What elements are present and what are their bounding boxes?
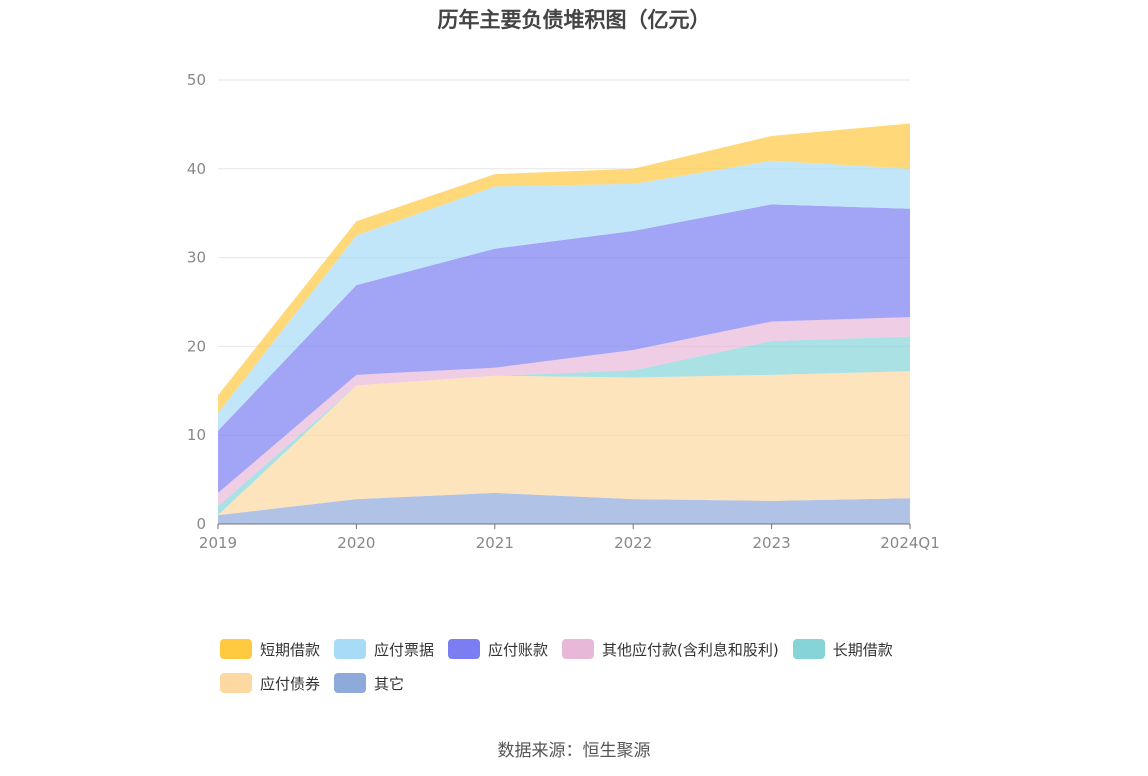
x-tick-label: 2021 [476, 534, 514, 552]
legend-item[interactable]: 其它 [334, 672, 404, 694]
legend-swatch [334, 639, 367, 659]
y-tick-label: 0 [196, 515, 206, 533]
legend-label: 其他应付款(含利息和股利) [602, 640, 779, 659]
legend-item[interactable]: 应付债券 [220, 672, 320, 694]
y-tick-label: 40 [187, 160, 206, 178]
legend-item[interactable]: 长期借款 [792, 638, 893, 660]
legend-label: 应付债券 [260, 674, 321, 693]
legend-label: 应付账款 [488, 640, 549, 659]
y-tick-label: 30 [187, 249, 206, 267]
legend-label: 长期借款 [832, 640, 893, 659]
legend-item[interactable]: 其他应付款(含利息和股利) [562, 638, 779, 660]
stacked-area-chart: 0 10 20 30 40 50 2019 2020 2021 2022 2023 2024Q1 [187, 71, 940, 552]
legend-label: 其它 [374, 674, 405, 693]
chart-legend: 短期借款 应付票据 应付账款 其他应付款(含利息和股利) 长期借款应付债券 其它 [220, 638, 980, 694]
legend-swatch [792, 639, 825, 659]
x-tick-label: 2023 [753, 534, 791, 552]
legend-item[interactable]: 应付账款 [448, 638, 548, 660]
y-tick-label: 50 [187, 71, 206, 89]
area-series-短期借款 [218, 123, 910, 414]
area-series-应付票据 [218, 160, 910, 431]
y-tick-label: 20 [187, 337, 206, 355]
legend-item[interactable]: 短期借款 [220, 638, 320, 660]
chart-title: 历年主要负债堆积图（亿元） [437, 8, 711, 32]
area-series-应付账款 [218, 204, 910, 493]
legend-item[interactable]: 应付票据 [334, 638, 434, 660]
y-tick-label: 10 [187, 426, 206, 444]
x-tick-label: 2020 [337, 534, 375, 552]
area-series-其它 [218, 492, 910, 524]
data-source: 数据来源：恒生聚源 [497, 741, 651, 761]
legend-swatch [220, 673, 252, 693]
legend-swatch [220, 639, 252, 659]
area-series-长期借款 [218, 336, 910, 516]
legend-swatch [562, 639, 595, 659]
legend-label: 应付票据 [374, 640, 435, 659]
legend-swatch [448, 639, 481, 659]
area-series-其他应付款(含利息和股利) [218, 317, 910, 507]
legend-swatch [334, 673, 367, 693]
x-tick-label: 2024Q1 [880, 534, 940, 552]
x-tick-label: 2019 [199, 534, 237, 552]
area-series-应付债券 [218, 371, 910, 516]
x-tick-label: 2022 [614, 534, 652, 552]
legend-label: 短期借款 [260, 640, 321, 659]
